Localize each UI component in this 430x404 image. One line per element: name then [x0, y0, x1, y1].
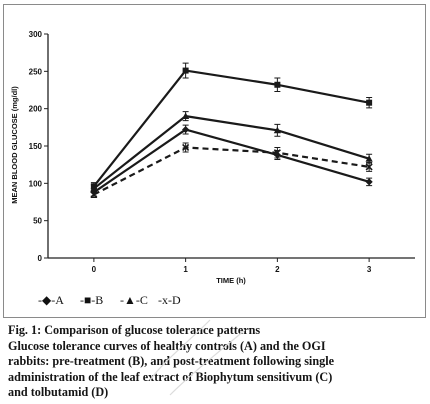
- y-tick-label-100: 100: [29, 179, 43, 188]
- series-C: [90, 111, 373, 193]
- series-D-point-1: [182, 143, 190, 152]
- legend-item-D: -x-D: [158, 293, 181, 307]
- series-C-point-0: [90, 184, 98, 192]
- figure-frame: [3, 4, 426, 318]
- y-axis-label: MEAN BLOOD GLUCOSE (mg/dl): [10, 86, 19, 204]
- legend: -◆-A -■-B -▲-C -x-D: [38, 293, 181, 307]
- figure-caption: Fig. 1: Comparison of glucose tolerance …: [8, 323, 428, 401]
- y-tick-label-300: 300: [29, 30, 43, 39]
- series-B-point-1: [182, 67, 189, 74]
- series-B-point-3: [366, 99, 373, 106]
- y-tick-label-50: 50: [33, 217, 42, 226]
- caption-line-1: Glucose tolerance curves of healthy cont…: [8, 338, 326, 353]
- legend-item-C: -▲-C: [120, 293, 148, 307]
- chart-figure: 0 50 100 150 200 250 300 0 1 2 3 MEAN BLOOD GLUCOS…: [3, 4, 426, 318]
- caption-line-4: and tolbutamid (D): [8, 385, 109, 399]
- legend-item-B: -■-B: [80, 293, 103, 307]
- series-D-point-3: [365, 163, 373, 171]
- x-tick-label-1: 1: [183, 265, 188, 274]
- series-D-point-2: [273, 149, 281, 157]
- series-C-point-1: [182, 112, 190, 120]
- series-A-line: [93, 128, 370, 194]
- series-C-line: [93, 115, 370, 190]
- caption-line-3: administration of the leaf extract of Bi…: [8, 369, 333, 384]
- series-A-point-1: [182, 125, 190, 134]
- series-B: [90, 62, 373, 191]
- y-tick-label-250: 250: [29, 67, 43, 76]
- series-A-point-3: [365, 178, 373, 186]
- x-axis-label: TIME (h): [216, 276, 246, 285]
- y-tick-label-200: 200: [29, 105, 43, 114]
- x-tick-label-2: 2: [275, 265, 280, 274]
- series-D-point-0: [90, 190, 98, 199]
- series-B-point-2: [274, 81, 281, 88]
- series-C-point-2: [273, 126, 281, 134]
- series-B-line: [93, 69, 370, 188]
- x-tick-label-0: 0: [92, 265, 97, 274]
- series-D: [90, 142, 373, 199]
- caption-line-2: rabbits: pre-treatment (B), and post-tre…: [8, 354, 334, 368]
- series-D-line: [93, 146, 370, 196]
- y-tick-label-0: 0: [38, 254, 43, 263]
- x-tick-label-3: 3: [367, 265, 372, 274]
- y-tick-label-150: 150: [29, 142, 43, 151]
- caption-title: Fig. 1: Comparison of glucose tolerance …: [8, 323, 261, 337]
- glucose-tolerance-chart: 0 50 100 150 200 250 300 0 1 2 3 MEAN BLOOD GLUCOS…: [3, 4, 426, 318]
- series-C-point-3: [365, 155, 373, 162]
- legend-item-A: -◆-A: [38, 293, 64, 307]
